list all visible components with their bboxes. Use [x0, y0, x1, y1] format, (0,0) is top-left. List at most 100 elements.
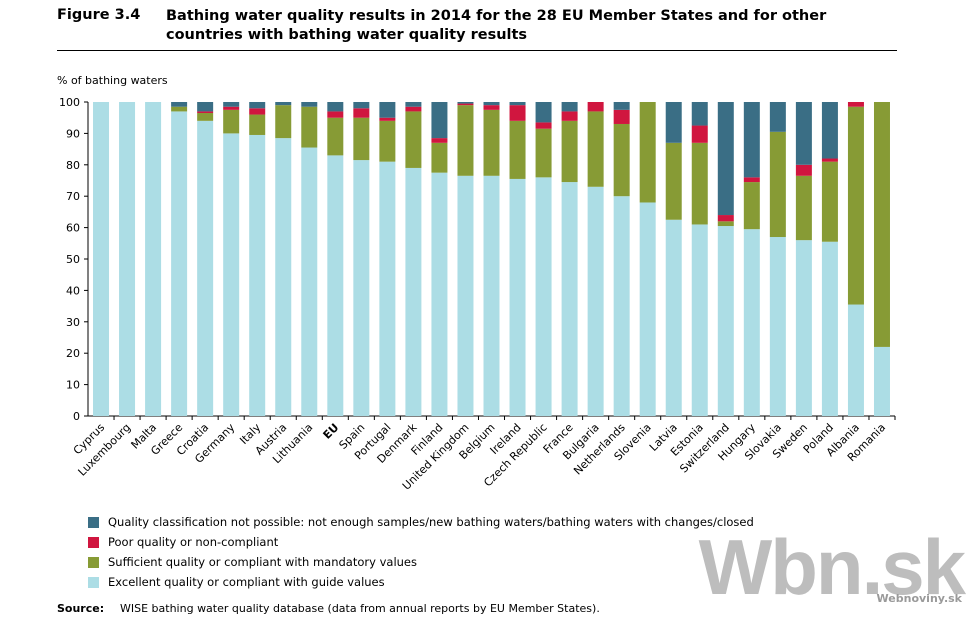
bar-segment-romania-s1: [873, 102, 890, 347]
bar-segment-ireland-s3: [509, 102, 526, 106]
legend-label: Poor quality or non-compliant: [108, 535, 279, 549]
bar-segment-italy-s3: [249, 102, 266, 109]
bar-segment-finland-s1: [431, 142, 448, 173]
legend-label: Sufficient quality or compliant with man…: [108, 555, 417, 569]
bar-segment-spain-s3: [353, 102, 370, 109]
bar-segment-portugal-s1: [379, 120, 396, 162]
bar-segment-france-s3: [561, 102, 578, 112]
bar-segment-italy-s0: [249, 134, 266, 416]
source-label: Source:: [57, 602, 105, 615]
bar-segment-croatia-s2: [197, 111, 214, 113]
bar-segment-switzerland-s3: [717, 102, 734, 216]
bar-segment-belgium-s0: [483, 175, 500, 416]
bar-segment-greece-s1: [171, 106, 188, 112]
bar-segment-eu-s0: [327, 155, 344, 416]
bar-segment-estonia-s0: [691, 224, 708, 416]
bar-segment-slovenia-s1: [639, 102, 656, 203]
bar-segment-poland-s2: [821, 158, 838, 162]
bar-segment-lithuania-s1: [301, 106, 318, 148]
bar-segment-greece-s0: [171, 111, 188, 417]
bar-segment-united-kingdom-s0: [457, 175, 474, 416]
bar-segment-poland-s0: [821, 241, 838, 416]
bar-segment-bulgaria-s2: [587, 102, 604, 112]
bar-segment-eu-s1: [327, 117, 344, 156]
y-tick-label: 50: [66, 253, 80, 266]
bar-segment-portugal-s0: [379, 161, 396, 416]
bar-segment-malta-s0: [145, 102, 162, 416]
y-tick-label: 90: [66, 127, 80, 140]
bar-segment-denmark-s1: [405, 111, 422, 168]
legend-label: Excellent quality or compliant with guid…: [108, 575, 385, 589]
bar-segment-hungary-s1: [743, 182, 760, 230]
bar-segment-czech-republic-s0: [535, 177, 552, 416]
legend-item: Excellent quality or compliant with guid…: [88, 572, 754, 592]
y-tick-label: 80: [66, 159, 80, 172]
bar-segment-austria-s0: [275, 138, 292, 417]
bar-segment-croatia-s3: [197, 102, 214, 112]
bar-segment-eu-s2: [327, 111, 344, 118]
bar-segment-latvia-s0: [665, 219, 682, 416]
bar-segment-portugal-s3: [379, 102, 396, 118]
bar-segment-germany-s1: [223, 109, 240, 134]
bar-segment-ireland-s1: [509, 120, 526, 179]
bar-segment-sweden-s1: [795, 175, 812, 241]
source-note: Source: WISE bathing water quality databa…: [57, 602, 600, 615]
bar-segment-eu-s3: [327, 102, 344, 112]
bar-segment-slovenia-s0: [639, 202, 656, 416]
bar-segment-latvia-s3: [665, 102, 682, 143]
title-divider: [57, 50, 897, 51]
bar-segment-united-kingdom-s2: [457, 103, 474, 106]
bar-segment-denmark-s2: [405, 106, 422, 112]
bar-segment-finland-s3: [431, 102, 448, 139]
bar-segment-latvia-s1: [665, 142, 682, 220]
legend-item: Quality classification not possible: not…: [88, 512, 754, 532]
bar-segment-czech-republic-s1: [535, 128, 552, 178]
bar-segment-ireland-s2: [509, 105, 526, 121]
bar-segment-albania-s0: [847, 304, 864, 416]
bar-segment-estonia-s1: [691, 142, 708, 225]
bar-segment-denmark-s3: [405, 102, 422, 107]
bar-segment-belgium-s2: [483, 105, 500, 110]
bar-segment-hungary-s2: [743, 177, 760, 183]
legend-item: Poor quality or non-compliant: [88, 532, 754, 552]
legend-swatch: [88, 536, 99, 548]
bar-segment-finland-s2: [431, 138, 448, 143]
bar-segment-croatia-s0: [197, 120, 214, 416]
bar-segment-switzerland-s2: [717, 215, 734, 222]
bar-segment-germany-s3: [223, 102, 240, 107]
bar-segment-spain-s0: [353, 160, 370, 416]
bar-segment-czech-republic-s2: [535, 122, 552, 129]
bar-segment-croatia-s1: [197, 112, 214, 121]
bar-segment-lithuania-s0: [301, 147, 318, 416]
y-tick-label: 20: [66, 347, 80, 360]
y-tick-label: 60: [66, 222, 80, 235]
legend-swatch: [88, 516, 99, 528]
bar-segment-finland-s0: [431, 172, 448, 416]
bar-segment-italy-s1: [249, 114, 266, 135]
bar-segment-slovakia-s3: [769, 102, 786, 132]
bar-segment-lithuania-s3: [301, 102, 318, 107]
bar-segment-hungary-s0: [743, 229, 760, 416]
bar-segment-czech-republic-s3: [535, 102, 552, 123]
bar-segment-bulgaria-s1: [587, 111, 604, 187]
bar-segment-united-kingdom-s3: [457, 102, 474, 104]
bar-segment-bulgaria-s0: [587, 186, 604, 416]
bar-segment-germany-s2: [223, 106, 240, 110]
bar-segment-hungary-s3: [743, 102, 760, 178]
bar-segment-portugal-s2: [379, 117, 396, 121]
bar-segment-denmark-s0: [405, 167, 422, 416]
chart-title: Bathing water quality results in 2014 fo…: [166, 8, 827, 43]
bar-segment-estonia-s2: [691, 125, 708, 143]
legend-label: Quality classification not possible: not…: [108, 515, 754, 529]
x-tick-label: EU: [321, 421, 342, 442]
y-tick-label: 10: [66, 379, 80, 392]
bar-segment-spain-s2: [353, 108, 370, 118]
bar-segment-ireland-s0: [509, 178, 526, 416]
figure-number: Figure 3.4: [57, 7, 141, 23]
bar-segment-spain-s1: [353, 117, 370, 161]
y-tick-label: 0: [73, 410, 80, 423]
bar-segment-sweden-s3: [795, 102, 812, 165]
bar-segment-luxembourg-s0: [119, 102, 136, 416]
y-axis-label: % of bathing waters: [57, 74, 168, 87]
